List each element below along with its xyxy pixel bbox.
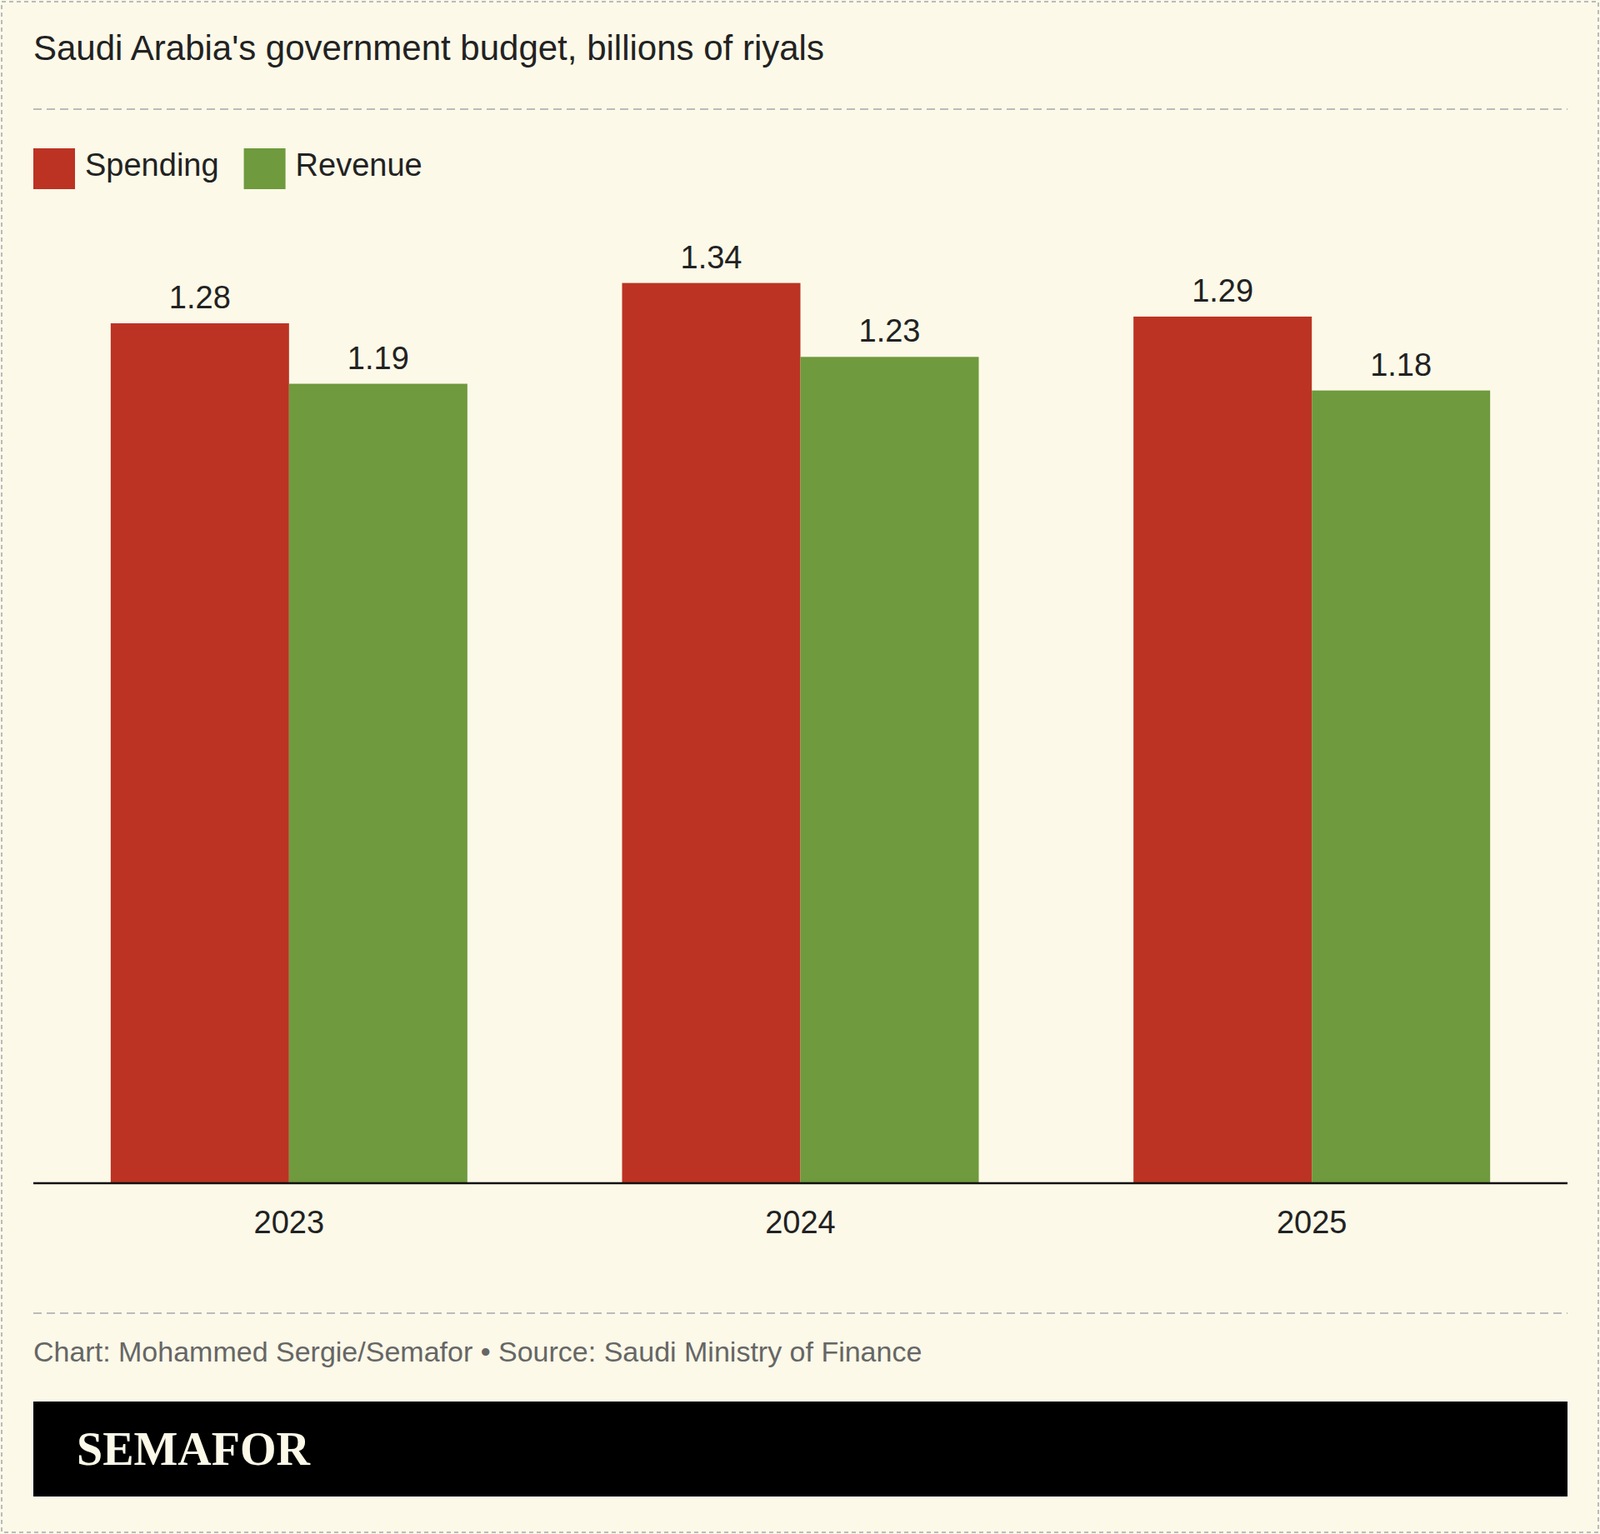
bar — [622, 283, 801, 1184]
legend-swatch — [244, 148, 286, 190]
x-tick-label: 2024 — [765, 1205, 836, 1240]
x-axis — [33, 1182, 1568, 1185]
title: Saudi Arabia's government budget, billio… — [33, 28, 825, 68]
data-label: 1.34 — [680, 240, 743, 275]
x-tick-label: 2023 — [254, 1205, 325, 1240]
data-label: 1.18 — [1370, 347, 1432, 383]
bar — [1133, 316, 1312, 1184]
bar — [1311, 390, 1490, 1184]
data-label: 1.28 — [169, 280, 231, 315]
bar — [110, 323, 290, 1184]
brand: SEMAFOR — [76, 1423, 311, 1475]
divider — [33, 108, 1568, 110]
source: Chart: Mohammed Sergie/Semafor • Source:… — [33, 1335, 922, 1368]
divider — [33, 1312, 1568, 1315]
border — [1, 1, 1599, 1533]
data-label: 1.29 — [1191, 273, 1254, 309]
legend-label: Spending — [85, 147, 220, 183]
legend-label: Revenue — [295, 147, 423, 183]
x-tick-label: 2025 — [1276, 1205, 1348, 1240]
legend-swatch — [33, 148, 75, 190]
data-label: 1.23 — [859, 313, 921, 349]
data-label: 1.19 — [347, 340, 410, 376]
background — [0, 0, 1600, 1534]
brand-bar — [33, 1401, 1568, 1497]
bar — [289, 384, 468, 1184]
bars — [110, 283, 1490, 1184]
bar — [800, 356, 980, 1184]
chart-root: Saudi Arabia's government budget, billio… — [0, 0, 1600, 1534]
